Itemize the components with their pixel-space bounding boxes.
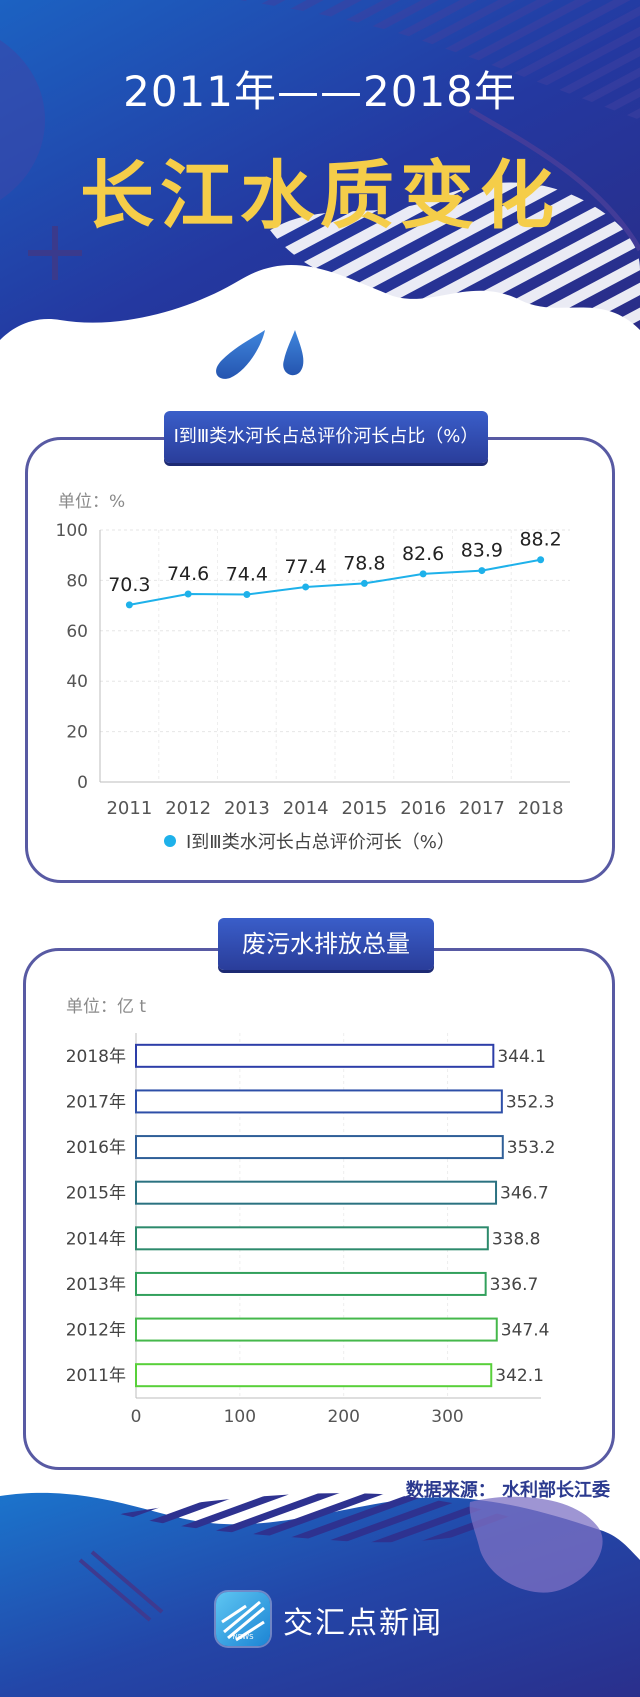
water-drop-icon [216,330,304,379]
brand-logo: NEWS [216,1592,270,1646]
plus-icon [28,226,82,280]
legend-label: Ⅰ到Ⅲ类水河长占总评价河长（%） [186,832,455,853]
data-source: 数据来源： 水利部长江委 [405,1480,610,1501]
bar-chart-card [23,948,615,1470]
brand-name: 交汇点新闻 [283,1606,443,1641]
line-chart-title: Ⅰ到Ⅲ类水河长占总评价河长占比（%） [164,411,488,463]
bar-chart-unit: 单位：亿 t [66,997,147,1017]
line-chart-legend: Ⅰ到Ⅲ类水河长占总评价河长（%） [164,828,455,854]
line-chart-unit: 单位：% [58,492,126,512]
title-years: 2011年——2018年 [123,67,517,116]
footer-background [0,1492,640,1697]
legend-marker [164,835,176,847]
page-title: 长江水质变化 [80,153,560,239]
logo-text: NEWS [232,1633,254,1641]
hero-background [0,0,640,379]
bar-chart-title: 废污水排放总量 [218,918,434,970]
